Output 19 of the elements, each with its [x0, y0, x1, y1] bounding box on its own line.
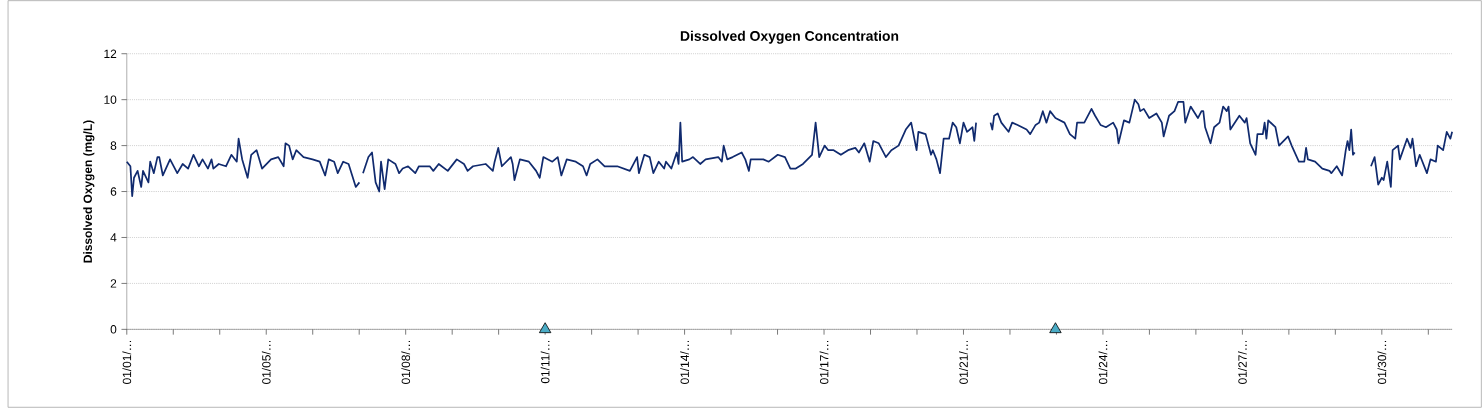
- x-tick-label: 01/14/…: [680, 340, 689, 385]
- x-tick-label: 01/21/…: [959, 340, 968, 385]
- y-tick-label: 6: [110, 187, 117, 196]
- y-tick-label: 2: [110, 279, 117, 288]
- y-tick-label: 0: [110, 325, 117, 334]
- y-axis-title: Dissolved Oxygen (mg/L): [83, 120, 95, 263]
- y-tick-label: 12: [104, 49, 117, 58]
- x-tick-label: 01/30/…: [1377, 340, 1387, 385]
- x-tick-label: 01/24/…: [1098, 340, 1108, 385]
- y-tick-label: 8: [110, 141, 117, 150]
- x-tick-label: 01/27/…: [1237, 340, 1247, 385]
- y-tick-label: 10: [104, 95, 117, 104]
- x-tick-label: 01/08/…: [401, 340, 411, 385]
- chart-title: Dissolved Oxygen Concentration: [680, 30, 899, 44]
- y-tick-label: 4: [110, 233, 117, 242]
- x-tick-label: 01/01/…: [122, 340, 132, 385]
- x-tick-label: 01/11/…: [540, 340, 550, 384]
- x-tick-label: 01/17/…: [819, 340, 829, 385]
- x-tick-label: 01/05/…: [261, 340, 271, 385]
